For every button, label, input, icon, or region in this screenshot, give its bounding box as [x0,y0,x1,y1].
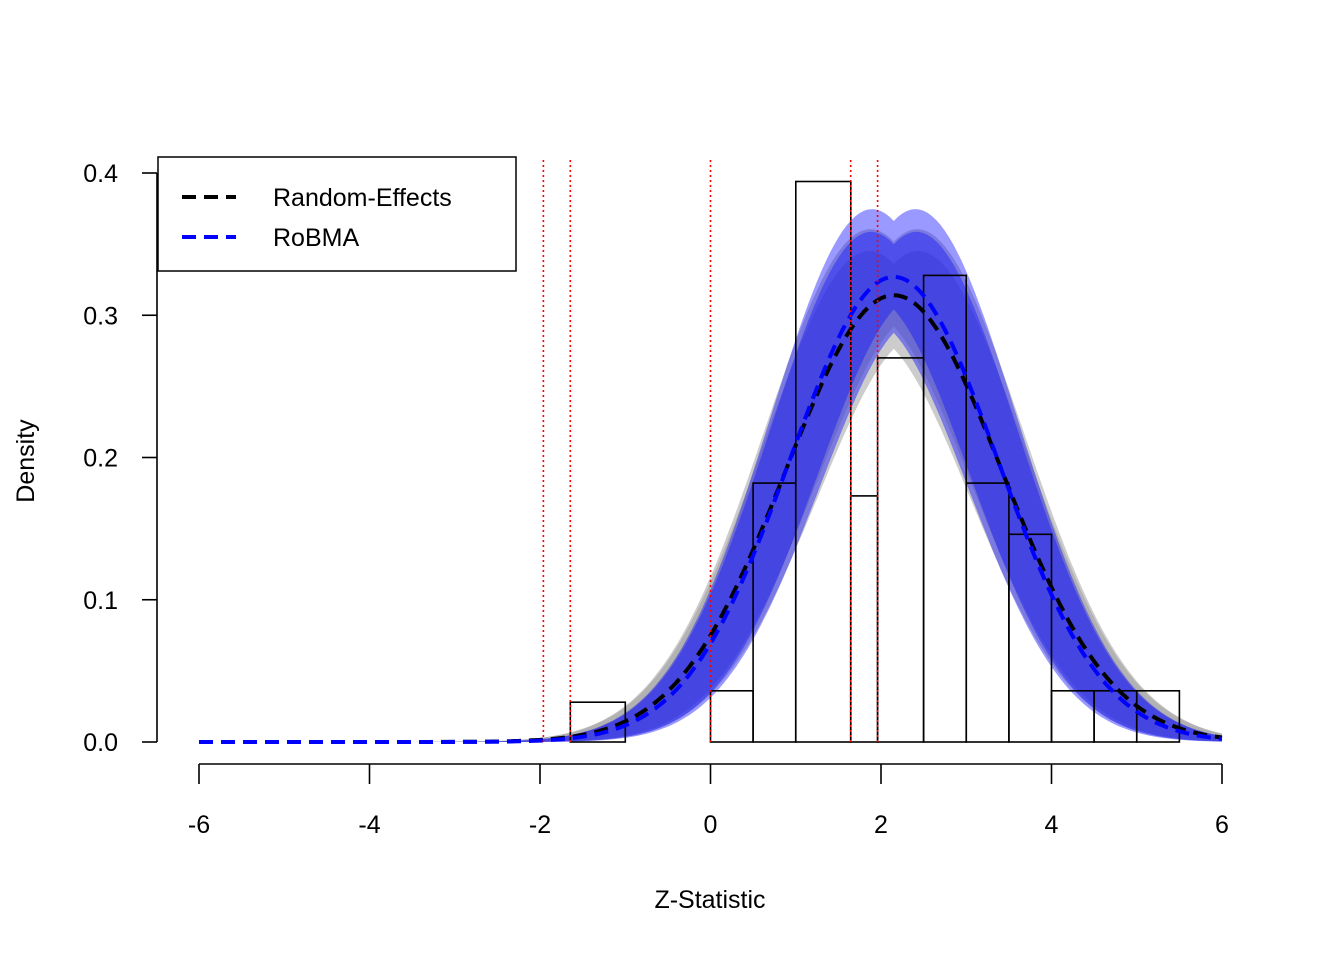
y-tick-label-4: 0.4 [83,160,118,188]
histogram-bar-2 [709,689,754,743]
x-tick-label-5: 4 [1045,811,1059,839]
histogram-bar-6 [876,357,925,743]
y-tick-label-1: 0.1 [83,587,118,615]
reference-lines [542,160,879,742]
y-tick-label-0: 0.0 [83,729,118,757]
x-tick-label-1: -4 [358,811,380,839]
legend: Random-Effects RoBMA [157,156,517,272]
x-tick-label-3: 0 [704,811,718,839]
y-tick-label-2: 0.2 [83,445,118,473]
x-tick-label-0: -6 [188,811,210,839]
histogram-bar-5 [849,495,879,743]
histogram-bar-9 [1008,533,1053,743]
y-tick-label-3: 0.3 [83,302,118,330]
x-axis-title: Z-Statistic [654,886,765,914]
legend-label-random-effects: Random-Effects [273,184,452,212]
histogram-bar-12 [1136,689,1181,743]
x-tick-label-2: -2 [529,811,551,839]
x-tick-label-4: 2 [874,811,888,839]
legend-label-robma: RoBMA [273,224,359,252]
x-tick-label-6: 6 [1215,811,1229,839]
axes: 0.0 0.1 0.2 0.3 0.4 -6 -4 -2 0 2 4 6 [83,160,1229,839]
y-axis-title: Density [12,419,40,503]
legend-box [157,156,517,272]
histogram-bars [569,180,1181,743]
curve-robma [199,274,1223,744]
